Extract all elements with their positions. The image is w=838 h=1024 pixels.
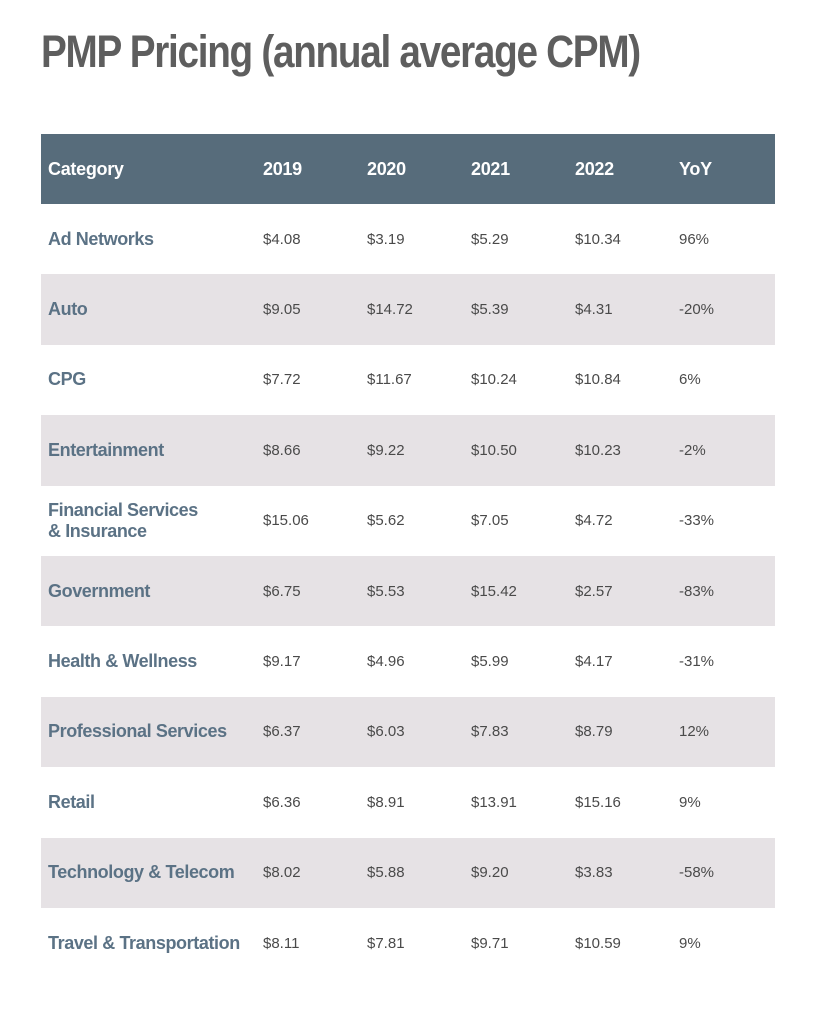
- row-yoy: -33%: [679, 512, 715, 530]
- row-2019: $9.17: [263, 653, 301, 671]
- row-2022: $15.16: [575, 793, 621, 811]
- row-2021: $9.71: [471, 934, 509, 952]
- table-row: Financial Services & Insurance $15.06 $5.6…: [41, 486, 775, 556]
- row-2019: $8.11: [263, 934, 300, 952]
- row-2019: $15.06: [263, 512, 309, 530]
- row-category: Retail: [48, 791, 95, 812]
- row-2019: $6.37: [263, 723, 301, 741]
- header-category: Category: [48, 158, 124, 179]
- row-2020: $6.03: [367, 723, 405, 741]
- header-yoy: YoY: [679, 158, 712, 179]
- row-2021: $7.05: [471, 512, 509, 530]
- header-2019: 2019: [263, 158, 302, 179]
- row-2021: $5.29: [471, 230, 509, 248]
- table-row: Entertainment $8.66 $9.22 $10.50 $10.23 -2%: [41, 415, 775, 486]
- row-2022: $10.34: [575, 230, 621, 248]
- row-2020: $5.88: [367, 864, 405, 882]
- row-2021: $10.24: [471, 371, 517, 389]
- table-row: Ad Networks $4.08 $3.19 $5.29 $10.34 96%: [41, 204, 775, 274]
- row-2022: $2.57: [575, 582, 613, 600]
- row-2020: $11.67: [367, 371, 412, 389]
- row-2019: $6.75: [263, 582, 301, 600]
- table-header-row: Category 2019 2020 2021 2022 YoY: [41, 134, 775, 204]
- row-category: CPG: [48, 369, 86, 390]
- row-category: Travel & Transportation: [48, 932, 240, 953]
- table-row: CPG $7.72 $11.67 $10.24 $10.84 6%: [41, 345, 775, 415]
- row-2022: $4.17: [575, 653, 613, 671]
- row-2021: $9.20: [471, 864, 509, 882]
- table-row: Retail $6.36 $8.91 $13.91 $15.16 9%: [41, 767, 775, 837]
- row-yoy: -20%: [679, 301, 715, 319]
- row-2022: $10.23: [575, 441, 621, 459]
- row-2020: $9.22: [367, 441, 405, 459]
- table-row: Professional Services $6.37 $6.03 $7.83 $8.7…: [41, 696, 775, 768]
- row-yoy: -2%: [679, 441, 706, 459]
- row-2021: $10.50: [471, 441, 517, 459]
- table-row: Technology & Telecom $8.02 $5.88 $9.20 $3.83…: [41, 837, 775, 908]
- row-2021: $15.42: [471, 582, 517, 600]
- row-2019: $6.36: [263, 793, 301, 811]
- row-category: Ad Networks: [48, 228, 154, 249]
- table-row: Auto $9.05 $14.72 $5.39 $4.31 -20%: [41, 274, 775, 345]
- table-body: Ad Networks $4.08 $3.19 $5.29 $10.34 96% Auto $…: [41, 204, 775, 978]
- row-category: Technology & Telecom: [48, 862, 235, 883]
- row-2021: $7.83: [471, 723, 509, 741]
- table-row: Health & Wellness $9.17 $4.96 $5.99 $4.17 -31…: [41, 626, 775, 696]
- row-2022: $10.59: [575, 934, 621, 952]
- row-2022: $3.83: [575, 864, 613, 882]
- header-2021: 2021: [471, 158, 510, 179]
- row-2020: $5.53: [367, 582, 405, 600]
- row-2022: $4.31: [575, 301, 613, 319]
- row-category: Health & Wellness: [48, 651, 197, 672]
- row-category: Auto: [48, 299, 88, 320]
- row-yoy: -58%: [679, 864, 715, 882]
- row-2020: $14.72: [367, 301, 413, 319]
- row-yoy: 6%: [679, 371, 701, 389]
- page-title: PMP Pricing (annual average CPM): [41, 26, 641, 77]
- row-category: Government: [48, 580, 151, 601]
- row-2022: $8.79: [575, 723, 613, 741]
- row-2020: $3.19: [367, 230, 405, 248]
- row-2019: $4.08: [263, 230, 301, 248]
- row-yoy: 9%: [679, 934, 701, 952]
- row-2022: $4.72: [575, 512, 613, 530]
- row-2021: $5.99: [471, 653, 509, 671]
- row-category: Financial Services & Insurance: [48, 499, 198, 541]
- pricing-table: Category 2019 2020 2021 2022 YoY Ad Netw…: [41, 134, 775, 978]
- row-2020: $7.81: [367, 934, 405, 952]
- row-2019: $9.05: [263, 301, 301, 319]
- row-2022: $10.84: [575, 371, 621, 389]
- table-row: Travel & Transportation $8.11 $7.81 $9.71 $1…: [41, 908, 775, 978]
- row-2020: $5.62: [367, 512, 405, 530]
- header-2020: 2020: [367, 158, 406, 179]
- row-2019: $7.72: [263, 371, 301, 389]
- row-2019: $8.02: [263, 864, 301, 882]
- header-2022: 2022: [575, 158, 614, 179]
- row-2020: $8.91: [367, 793, 405, 811]
- row-category: Entertainment: [48, 439, 164, 460]
- row-yoy: 12%: [679, 723, 710, 741]
- row-2019: $8.66: [263, 441, 301, 459]
- row-yoy: -31%: [679, 653, 715, 671]
- row-yoy: -83%: [679, 582, 715, 600]
- row-2020: $4.96: [367, 653, 405, 671]
- row-category: Professional Services: [48, 721, 227, 742]
- row-yoy: 96%: [679, 230, 710, 248]
- table-row: Government $6.75 $5.53 $15.42 $2.57 -83%: [41, 555, 775, 627]
- row-yoy: 9%: [679, 793, 701, 811]
- row-2021: $13.91: [471, 793, 517, 811]
- row-2021: $5.39: [471, 301, 509, 319]
